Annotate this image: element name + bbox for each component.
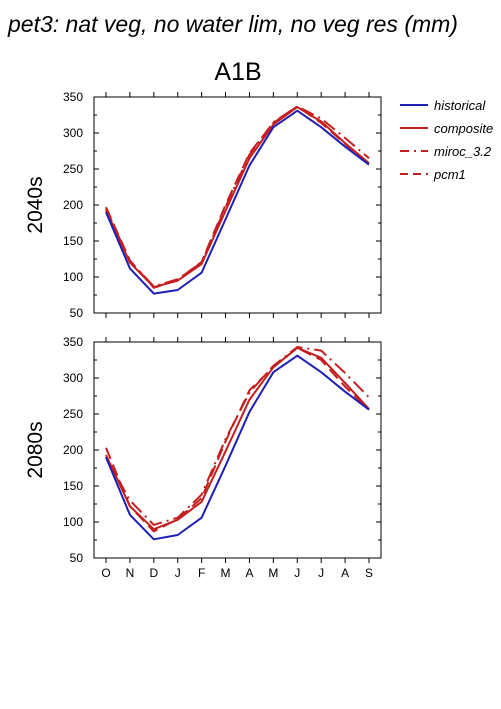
y-tick-label: 350 [63, 335, 83, 349]
y-tick-label: 200 [63, 443, 83, 457]
legend: historical composite miroc_3.2 pcm1 [400, 98, 493, 182]
figure-title: pet3: nat veg, no water lim, no veg res … [7, 11, 458, 37]
legend-label: composite [434, 121, 493, 136]
legend-label: pcm1 [433, 167, 466, 182]
x-tick-label: J [294, 566, 300, 580]
plot-frame [93, 96, 382, 314]
series-line-composite [105, 346, 370, 531]
series-line-miroc-3-2 [105, 346, 370, 526]
series-line-pcm1 [105, 105, 370, 289]
x-tick-label: M [221, 566, 231, 580]
series-line-historical [105, 354, 370, 541]
legend-label: miroc_3.2 [434, 144, 492, 159]
y-tick-label: 350 [63, 90, 83, 104]
x-tick-label: A [341, 566, 349, 580]
y-tick-label: 150 [63, 234, 83, 248]
series-line-pcm1 [105, 346, 370, 533]
y-tick-label: 50 [70, 551, 84, 565]
y-tick-label: 300 [63, 371, 83, 385]
x-tick-label: D [149, 566, 158, 580]
y-tick-label: 100 [63, 515, 83, 529]
x-tick-label: O [101, 566, 110, 580]
panel-label: 2080s [24, 421, 47, 478]
y-tick-label: 50 [70, 306, 84, 320]
y-tick-label: 200 [63, 198, 83, 212]
x-tick-label: F [198, 566, 205, 580]
x-tick-label: J [318, 566, 324, 580]
y-tick-label: 300 [63, 126, 83, 140]
y-tick-label: 150 [63, 479, 83, 493]
panel-label: 2040s [24, 176, 47, 233]
x-tick-label: J [175, 566, 181, 580]
chart-panel-2040s: 50 100 150 200 250 300 350 2040s [24, 90, 382, 320]
x-tick-label: S [365, 566, 373, 580]
y-tick-label: 250 [63, 407, 83, 421]
x-tick-label: N [126, 566, 135, 580]
figure-subtitle: A1B [214, 58, 261, 86]
y-tick-label: 250 [63, 162, 83, 176]
y-tick-label: 100 [63, 270, 83, 284]
x-tick-label: M [268, 566, 278, 580]
series-line-historical [105, 109, 370, 295]
legend-label: historical [434, 98, 486, 113]
x-tick-label: A [245, 566, 253, 580]
